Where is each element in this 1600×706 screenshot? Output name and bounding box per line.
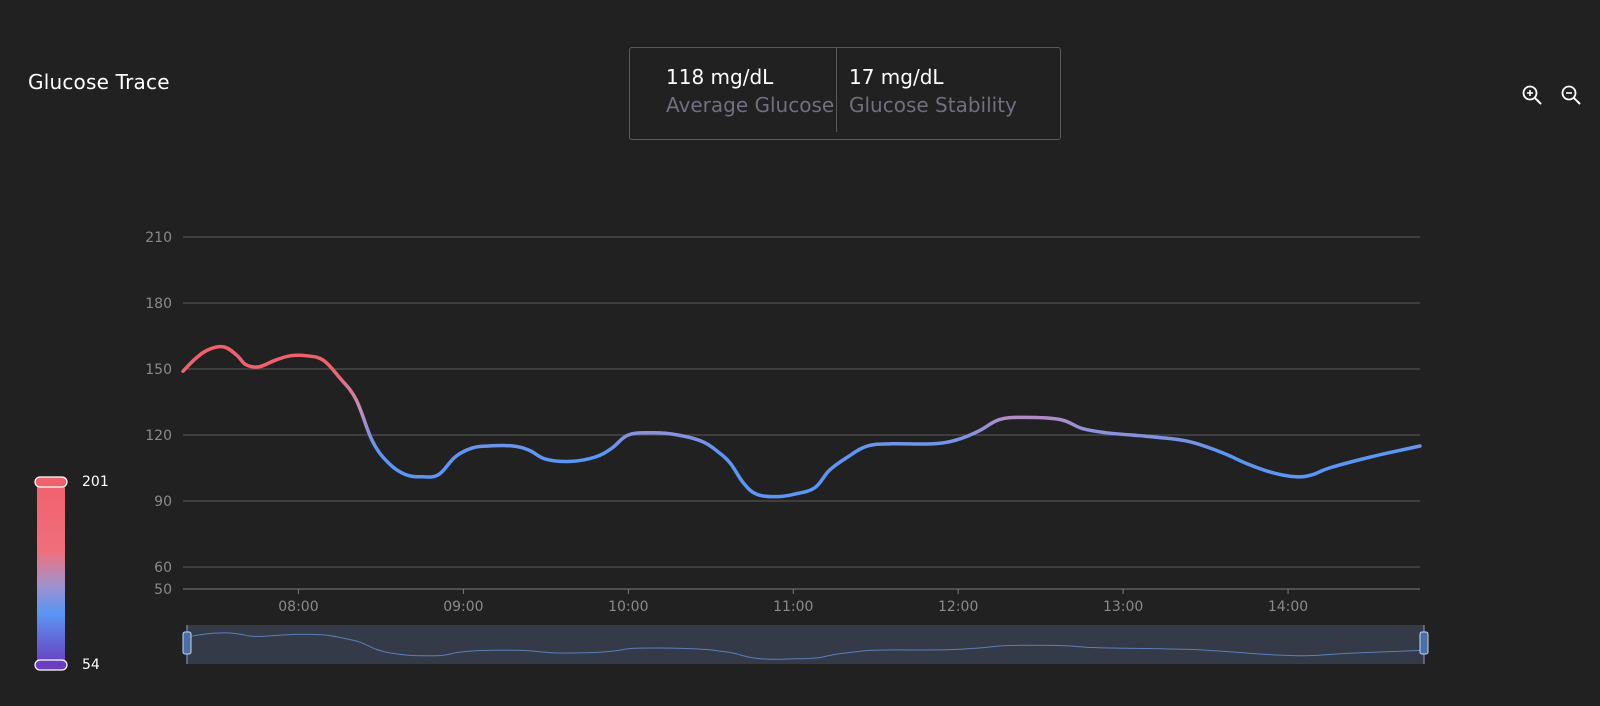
stats-panel: 118 mg/dL Average Glucose 17 mg/dL Gluco… [629, 47, 1061, 140]
y-tick-label: 60 [154, 560, 172, 576]
y-tick-label: 120 [145, 428, 172, 444]
legend-max-handle[interactable] [34, 476, 68, 488]
navigator-window[interactable] [187, 625, 1424, 664]
y-tick-label: 180 [145, 296, 172, 312]
y-tick-label: 50 [154, 582, 172, 598]
y-tick-label: 210 [145, 230, 172, 246]
legend-min-label: 54 [82, 657, 100, 673]
average-glucose-stat: 118 mg/dL Average Glucose [666, 64, 834, 120]
x-tick-label: 08:00 [278, 599, 318, 615]
x-tick-label: 11:00 [773, 599, 813, 615]
x-tick-label: 14:00 [1268, 599, 1308, 615]
glucose-stability-label: Glucose Stability [849, 93, 1017, 117]
x-tick-label: 12:00 [938, 599, 978, 615]
y-tick-label: 90 [154, 494, 172, 510]
zoom-in-button[interactable] [1521, 84, 1543, 106]
average-glucose-value: 118 mg/dL [666, 65, 774, 89]
y-tick-label: 150 [145, 362, 172, 378]
zoom-out-button[interactable] [1560, 84, 1582, 106]
legend-max-label: 201 [82, 474, 109, 490]
zoom-out-icon [1561, 85, 1581, 105]
glucose-trace-line [181, 344, 1422, 499]
navigator-right-handle[interactable] [1419, 631, 1429, 655]
average-glucose-label: Average Glucose [666, 93, 835, 117]
x-tick-label: 09:00 [443, 599, 483, 615]
legend-gradient-bar [37, 482, 65, 664]
legend-min-handle[interactable] [34, 659, 68, 671]
chart-title: Glucose Trace [28, 70, 170, 94]
glucose-stability-value: 17 mg/dL [849, 65, 944, 89]
navigator-left-handle[interactable] [182, 631, 192, 655]
x-tick-label: 13:00 [1103, 599, 1143, 615]
stats-divider [836, 48, 837, 132]
x-tick-label: 10:00 [608, 599, 648, 615]
navigator-line [186, 632, 1425, 660]
glucose-stability-stat: 17 mg/dL Glucose Stability [849, 64, 1017, 120]
color-legend [34, 476, 68, 671]
zoom-in-icon [1522, 85, 1542, 105]
